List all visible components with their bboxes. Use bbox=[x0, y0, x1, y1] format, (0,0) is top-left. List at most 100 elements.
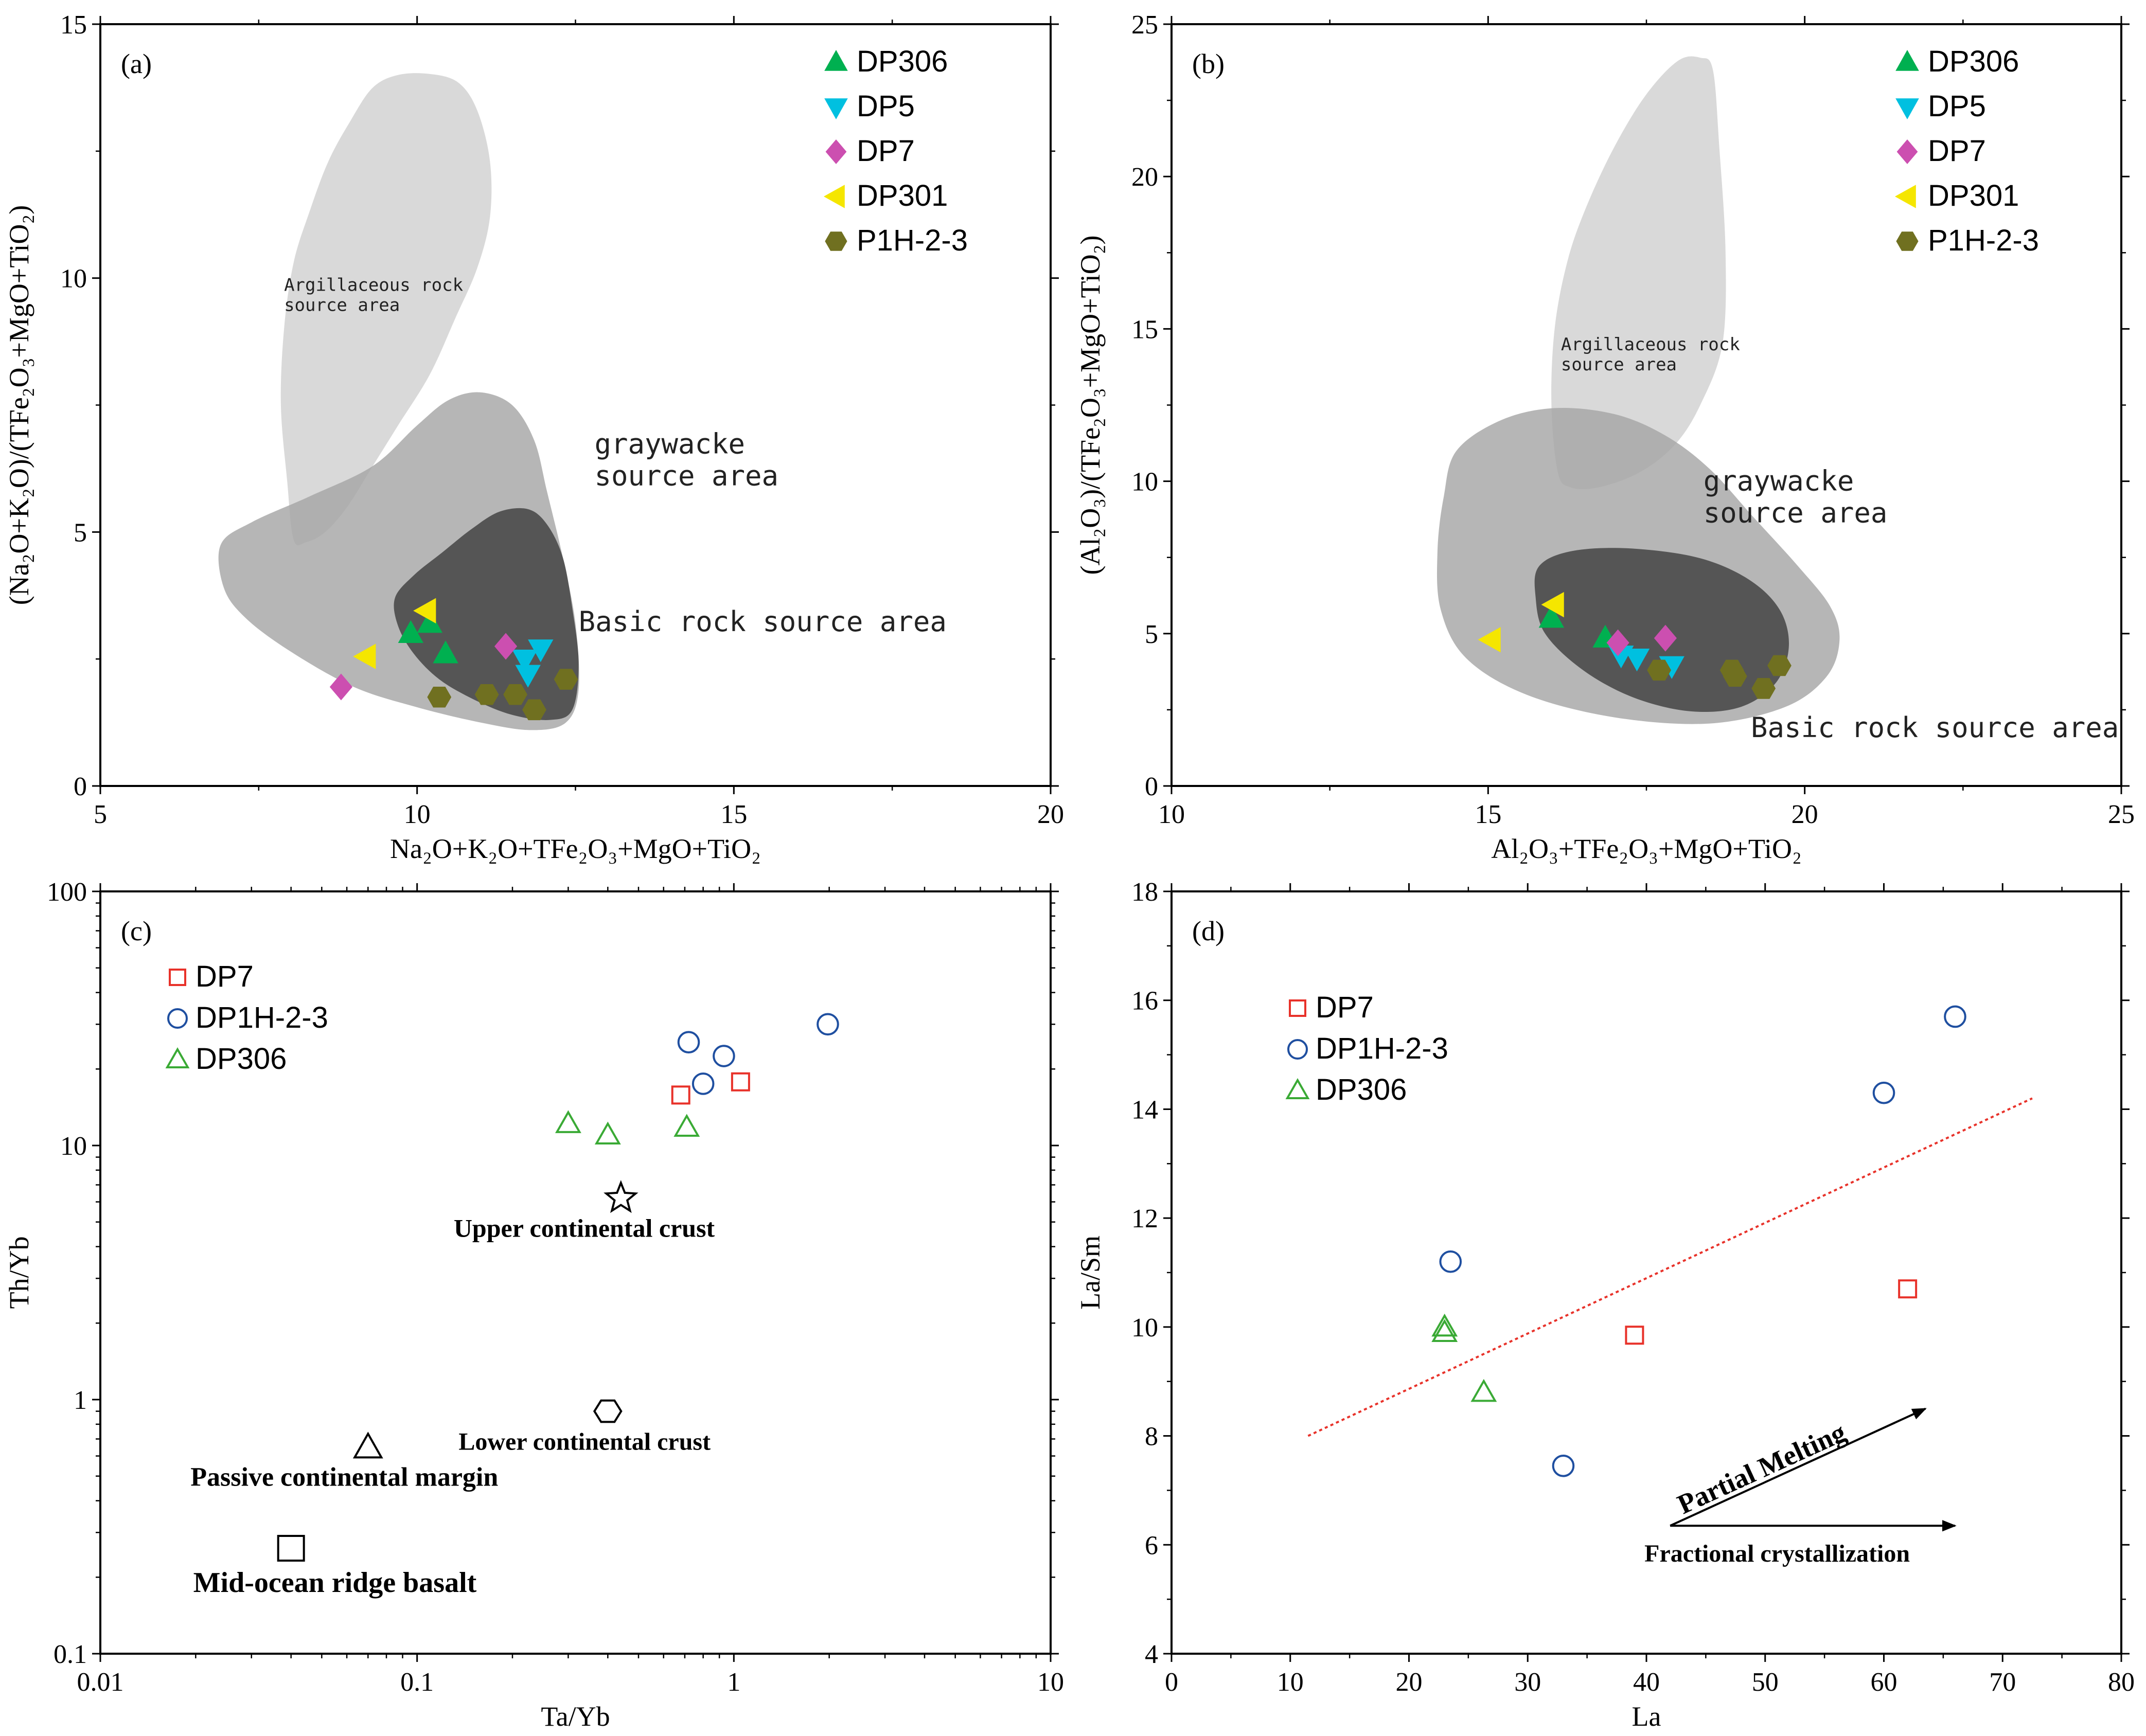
y-tick-label: 12 bbox=[1131, 1204, 1158, 1233]
y-tick-label: 4 bbox=[1145, 1640, 1158, 1669]
legend-marker-dp7 bbox=[1289, 999, 1306, 1017]
data-point-p1h-2-3 bbox=[427, 686, 452, 708]
data-point-dp306 bbox=[1538, 605, 1565, 628]
data-point-dp306 bbox=[398, 620, 424, 643]
legend-marker-dp7 bbox=[825, 139, 847, 164]
panel-d-lasm-la-diagram: Partial Melting Fractional crystallizatio… bbox=[1075, 878, 2135, 1732]
x-tick-label: 1 bbox=[727, 1668, 740, 1697]
data-point-dp7 bbox=[494, 633, 518, 660]
data-point-dp301 bbox=[413, 598, 436, 624]
legend-marker-dp1h-2-3 bbox=[1287, 1039, 1308, 1060]
y-tick-label: 5 bbox=[74, 518, 87, 547]
legend-label: DP5 bbox=[1928, 90, 1986, 123]
graywacke-region-label: source area bbox=[1704, 496, 1888, 529]
y-axis-title: (Na₂O+K₂O)/(TFe₂O₃+MgO+TiO₂) bbox=[4, 205, 34, 605]
argillaceous-rock-region-label: Argillaceous rock bbox=[1561, 334, 1740, 355]
panel-label: (c) bbox=[121, 916, 152, 946]
reference-label: Mid-ocean ridge basalt bbox=[193, 1567, 477, 1599]
legend-marker-dp306 bbox=[824, 50, 848, 71]
data-point-dp7 bbox=[1625, 1326, 1644, 1345]
y-tick-label: 10 bbox=[60, 1132, 87, 1161]
y-tick-label: 0 bbox=[1145, 772, 1158, 801]
x-tick-label: 60 bbox=[1871, 1668, 1897, 1697]
legend-label: DP7 bbox=[1928, 134, 1986, 168]
legend-label: DP7 bbox=[1316, 991, 1374, 1024]
data-point-dp301 bbox=[1478, 627, 1501, 653]
x-tick-label: 70 bbox=[1989, 1668, 2016, 1697]
partial-melting-arrow bbox=[1670, 1407, 1927, 1527]
argillaceous-rock-region bbox=[1551, 56, 1726, 490]
y-tick-label: 10 bbox=[60, 264, 87, 294]
reference-label: Lower continental crust bbox=[458, 1428, 711, 1456]
legend-label: P1H-2-3 bbox=[1928, 224, 2039, 257]
legend-label: DP306 bbox=[1928, 45, 2019, 78]
data-point-p1h-2-3 bbox=[1647, 659, 1672, 681]
data-point-dp1h-2-3 bbox=[1552, 1454, 1575, 1477]
data-point-p1h-2-3 bbox=[1723, 666, 1747, 687]
x-tick-label: 50 bbox=[1752, 1668, 1779, 1697]
legend-marker-dp5 bbox=[824, 98, 848, 119]
data-point-dp306 bbox=[417, 610, 442, 633]
y-tick-label: 25 bbox=[1131, 10, 1158, 40]
x-tick-label: 25 bbox=[2108, 800, 2135, 829]
y-tick-label: 6 bbox=[1145, 1531, 1158, 1560]
data-point-dp5 bbox=[515, 665, 541, 688]
legend-marker-dp1h-2-3 bbox=[167, 1008, 188, 1029]
legend-label: DP1H-2-3 bbox=[196, 1001, 328, 1034]
upper-continental-crust-marker bbox=[604, 1180, 639, 1213]
x-tick-label: 0.01 bbox=[77, 1668, 124, 1697]
partial-melting-label: Partial Melting bbox=[1673, 1417, 1850, 1520]
legend-label: DP306 bbox=[857, 45, 948, 78]
graywacke-region-label: source area bbox=[594, 459, 778, 492]
data-point-dp306 bbox=[555, 1110, 581, 1133]
x-tick-label: 20 bbox=[1037, 800, 1064, 829]
legend-label: DP7 bbox=[196, 960, 254, 993]
legend-label: DP7 bbox=[857, 134, 915, 168]
basic-rock-region-label: Basic rock source area bbox=[1751, 711, 2119, 744]
data-point-dp306 bbox=[433, 640, 458, 664]
data-point-p1h-2-3 bbox=[1767, 655, 1792, 676]
data-point-dp1h-2-3 bbox=[677, 1031, 700, 1053]
data-point-dp7 bbox=[671, 1085, 690, 1105]
data-point-dp7 bbox=[1654, 624, 1677, 652]
data-point-dp5 bbox=[512, 649, 538, 673]
panel-c-thyb-tayb-diagram: Upper continental crust Lower continental… bbox=[4, 878, 1064, 1732]
x-tick-label: 15 bbox=[1475, 800, 1501, 829]
y-tick-label: 100 bbox=[47, 878, 87, 907]
data-point-dp301 bbox=[353, 643, 376, 669]
x-axis-title: Al₂O₃+TFe₂O₃+MgO+TiO₂ bbox=[1491, 833, 1802, 864]
data-point-dp7 bbox=[329, 673, 353, 701]
data-point-p1h-2-3 bbox=[522, 699, 546, 721]
x-tick-label: 0.1 bbox=[400, 1668, 434, 1697]
x-tick-label: 0 bbox=[1165, 1668, 1178, 1697]
plot-frame bbox=[1170, 890, 2122, 1655]
graywacke-region-label: graywacke bbox=[594, 427, 745, 460]
data-point-dp1h-2-3 bbox=[691, 1072, 715, 1095]
legend-label: DP306 bbox=[1316, 1073, 1407, 1106]
x-tick-label: 10 bbox=[1277, 1668, 1304, 1697]
y-tick-label: 5 bbox=[1145, 620, 1158, 649]
x-tick-label: 5 bbox=[94, 800, 107, 829]
legend-marker-dp306 bbox=[1285, 1078, 1310, 1099]
y-tick-label: 14 bbox=[1131, 1095, 1158, 1124]
y-tick-label: 10 bbox=[1131, 1313, 1158, 1343]
data-point-p1h-2-3 bbox=[554, 669, 578, 690]
y-tick-label: 0 bbox=[74, 772, 87, 801]
passive-margin-marker bbox=[352, 1431, 383, 1459]
argillaceous-rock-region-label: Argillaceous rock bbox=[284, 275, 463, 295]
legend-label: DP301 bbox=[1928, 179, 2019, 212]
data-point-dp306 bbox=[1431, 1319, 1458, 1342]
x-tick-label: 15 bbox=[720, 800, 747, 829]
data-point-p1h-2-3 bbox=[503, 684, 527, 705]
y-axis-title: (Al₂O₃)/(TFe₂O₃+MgO+TiO₂) bbox=[1075, 235, 1106, 575]
legend-marker-dp7 bbox=[169, 969, 186, 986]
data-point-dp306 bbox=[594, 1121, 621, 1145]
argillaceous-rock-region bbox=[280, 73, 492, 546]
x-axis-title: La bbox=[1632, 1701, 1661, 1732]
plot-frame bbox=[99, 890, 1052, 1655]
source-regions bbox=[1436, 56, 1840, 724]
trend-line bbox=[1307, 1097, 2033, 1437]
legend-marker-dp7 bbox=[1896, 139, 1918, 164]
